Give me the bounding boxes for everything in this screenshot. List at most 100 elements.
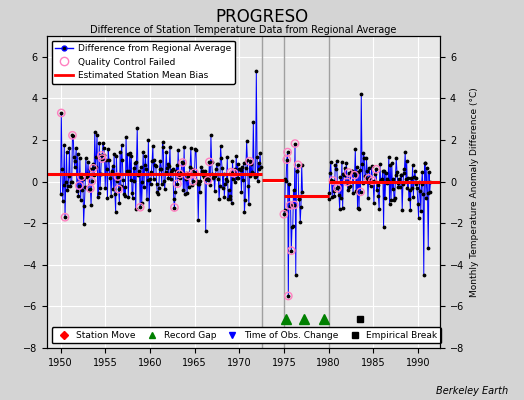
Point [178,159,186,165]
Point [331,162,340,168]
Point [282,178,290,184]
Point [342,178,350,185]
Point [210,173,218,179]
Point [222,176,230,182]
Point [362,176,370,182]
Point [64,183,72,190]
Point [119,177,127,183]
Point [209,175,217,181]
Point [126,150,134,157]
Point [241,197,249,204]
Point [166,144,174,150]
Point [179,187,188,194]
Point [292,168,301,174]
Point [330,193,339,199]
Point [114,173,122,180]
Point [165,175,173,181]
Point [112,209,120,215]
Point [59,181,68,188]
Point [133,125,141,132]
Point [103,166,111,172]
Point [399,170,408,176]
Point [160,177,168,184]
Point [347,169,355,175]
Point [356,167,364,174]
Point [345,184,354,190]
Point [211,187,219,194]
Legend: Station Move, Record Gap, Time of Obs. Change, Empirical Break: Station Move, Record Gap, Time of Obs. C… [52,327,441,344]
Point [104,146,112,152]
Point [60,142,69,148]
Point [344,169,353,176]
Point [282,156,291,163]
Point [333,185,342,192]
Point [250,174,259,180]
Point [414,214,423,221]
Point [335,192,343,198]
Point [91,129,99,135]
Point [411,175,420,181]
Point [360,155,368,162]
Point [179,159,187,166]
Point [71,164,79,171]
Point [407,175,416,182]
Point [199,172,207,178]
Point [216,143,225,149]
Point [57,110,66,116]
Point [225,196,234,202]
Point [193,181,202,187]
Point [79,176,87,182]
Point [183,190,191,196]
Point [419,190,427,197]
Point [204,177,212,184]
Point [391,172,400,179]
Point [406,207,414,213]
Point [369,179,377,186]
Point [163,165,171,172]
Point [117,183,125,190]
Point [105,157,113,163]
Point [336,174,345,181]
Point [427,178,435,185]
Point [424,245,432,251]
Point [245,201,253,208]
Point [348,168,356,174]
Point [252,68,260,74]
Point [354,169,363,175]
Point [406,186,414,193]
Point [397,172,405,178]
Point [165,163,173,170]
Point [287,248,296,254]
Point [87,202,95,208]
Point [362,155,370,162]
Point [142,166,150,172]
Point [290,202,299,208]
Point [152,181,161,188]
Point [254,177,262,184]
Point [157,166,165,172]
Point [222,178,231,184]
Point [378,176,386,182]
Point [232,153,241,159]
Point [97,152,106,159]
Point [381,170,390,176]
Point [140,162,149,169]
Point [425,169,433,176]
Point [335,206,344,212]
Point [205,159,214,165]
Point [139,149,147,156]
Point [162,149,170,155]
Point [421,160,430,166]
Point [195,181,203,187]
Point [128,190,136,197]
Point [374,182,382,188]
Point [125,168,133,174]
Point [240,209,248,216]
Point [239,177,247,183]
Point [89,165,97,172]
Point [75,182,83,189]
Point [326,170,334,177]
Point [95,140,103,147]
Point [417,181,425,187]
Point [172,168,180,174]
